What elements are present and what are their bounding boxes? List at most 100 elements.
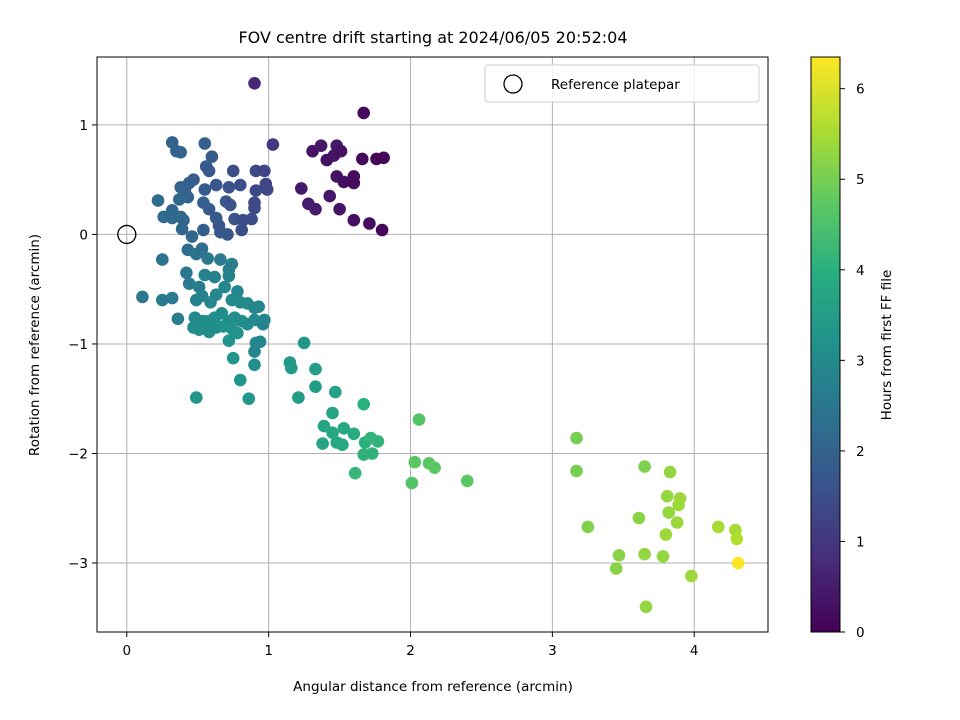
scatter-point <box>612 549 626 562</box>
scatter-point <box>731 556 745 570</box>
scatter-point <box>347 427 361 441</box>
scatter-point <box>638 547 651 561</box>
scatter-point <box>309 202 322 216</box>
scatter-point <box>198 137 212 150</box>
scatter-point <box>248 358 261 372</box>
legend-marker-icon <box>503 74 523 94</box>
scatter-point <box>405 476 419 490</box>
scatter-point <box>685 569 698 583</box>
scatter-point <box>253 335 267 349</box>
scatter-point <box>174 146 187 159</box>
scatter-point <box>428 461 441 475</box>
colorbar-tick-label: 1 <box>856 534 865 550</box>
scatter-point <box>201 252 214 265</box>
colorbar-tick-label: 5 <box>856 172 865 188</box>
scatter-point <box>632 511 646 525</box>
scatter-point <box>461 474 474 488</box>
scatter-point <box>231 326 244 340</box>
scatter-point <box>195 242 209 255</box>
scatter-point <box>202 202 216 216</box>
colorbar-gradient <box>810 56 841 633</box>
x-axis: 0 1 2 3 4 <box>122 632 699 659</box>
scatter-point <box>165 291 179 305</box>
scatter-point <box>222 334 236 348</box>
scatter-point <box>222 181 236 194</box>
scatter-point <box>175 222 189 236</box>
scatter-point <box>266 138 280 151</box>
colorbar-tick-label: 6 <box>856 82 865 98</box>
scatter-point <box>309 380 322 394</box>
scatter-point <box>712 520 725 534</box>
legend-entry-reference-platepar: Reference platepar <box>551 77 680 93</box>
scatter-point <box>226 351 240 365</box>
y-tick-label: −3 <box>68 556 88 572</box>
scatter-point <box>151 194 165 207</box>
scatter-point <box>202 164 216 178</box>
y-axis-label: Rotation from reference (arcmin) <box>27 234 43 456</box>
scatter-point <box>659 528 673 541</box>
scatter-point <box>316 437 329 450</box>
scatter-point <box>248 345 261 358</box>
x-tick-label: 2 <box>406 643 415 659</box>
scatter-point <box>245 212 258 226</box>
colorbar: 0 1 2 3 4 5 6 Hours from first FF file <box>810 56 895 641</box>
y-tick-label: 1 <box>79 118 88 134</box>
scatter-point <box>252 300 265 314</box>
scatter-point <box>371 435 385 448</box>
scatter-point <box>248 77 261 90</box>
scatter-point <box>336 438 349 452</box>
scatter-point <box>317 419 331 433</box>
scatter-point <box>333 202 346 216</box>
x-tick-label: 4 <box>690 643 699 659</box>
scatter-point <box>260 183 274 196</box>
scatter-point <box>222 269 236 283</box>
scatter-point <box>570 464 583 478</box>
scatter-point <box>209 178 223 192</box>
scatter-point <box>248 196 261 209</box>
scatter-point <box>662 506 675 519</box>
y-axis: −3 −2 −1 0 1 <box>68 118 97 572</box>
scatter-point <box>337 422 351 435</box>
scatter-point <box>356 152 369 166</box>
scatter-point <box>192 323 206 337</box>
colorbar-tick-label: 0 <box>856 625 865 641</box>
scatter-point <box>337 175 351 189</box>
scatter-point <box>205 150 219 163</box>
scatter-point <box>136 290 149 304</box>
y-tick-label: −2 <box>68 446 88 462</box>
scatter-point <box>182 277 196 291</box>
scatter-point <box>156 293 169 307</box>
grid-lines <box>97 57 768 632</box>
legend: Reference platepar <box>484 64 760 103</box>
scatter-point <box>292 391 305 404</box>
colorbar-label: Hours from first FF file <box>879 270 895 421</box>
scatter-point <box>570 431 583 445</box>
scatter-point <box>242 392 256 406</box>
scatter-point <box>180 266 193 280</box>
scatter-point <box>408 455 422 469</box>
scatter-point <box>348 466 362 480</box>
scatter-point <box>285 361 298 375</box>
colorbar-tick-label: 3 <box>856 353 865 369</box>
scatter-point <box>258 164 271 178</box>
plot-frame <box>96 56 769 633</box>
scatter-point <box>357 448 371 461</box>
scatter-point <box>412 413 426 426</box>
reference-platepar-marker <box>117 224 137 245</box>
scatter-point <box>672 498 685 512</box>
scatter-point <box>190 391 203 404</box>
scatter-point <box>661 489 674 503</box>
scatter-point <box>581 520 595 534</box>
y-tick-label: 0 <box>79 227 88 243</box>
scatter-point <box>224 198 237 212</box>
scatter-point <box>357 397 371 411</box>
scatter-point <box>214 225 227 239</box>
scatter-point <box>173 193 186 206</box>
scatter-point <box>347 213 361 227</box>
scatter-point <box>156 253 169 266</box>
scatter-point <box>235 223 248 237</box>
scatter-point <box>208 270 221 284</box>
scatter-point <box>214 253 227 266</box>
y-tick-label: −1 <box>68 337 88 353</box>
